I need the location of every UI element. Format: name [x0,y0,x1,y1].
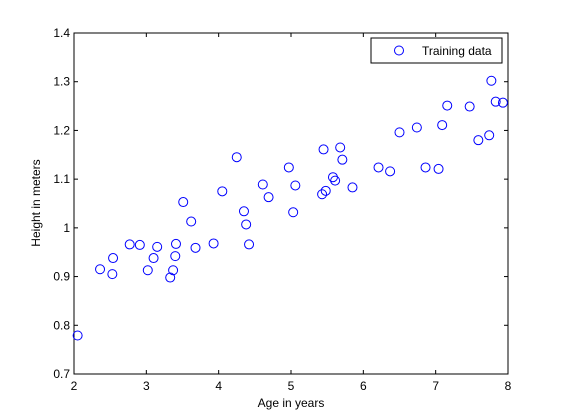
y-tick-label: 1.4 [53,26,70,40]
y-tick-label: 1.2 [53,123,70,137]
data-point [134,239,145,250]
x-tick-label: 4 [215,379,222,393]
data-point [208,238,219,249]
data-point [347,182,358,193]
data-point [337,154,348,165]
x-tick-label: 5 [288,379,295,393]
data-point [107,269,118,280]
data-point [442,100,453,111]
data-point [95,264,106,275]
plot-area [73,32,509,375]
y-tick-label: 0.9 [53,270,70,284]
y-tick-label: 1.1 [53,172,70,186]
data-point [244,239,255,250]
data-point [152,241,163,252]
data-point [385,166,396,177]
data-point [497,97,508,108]
y-tick-label: 0.7 [53,367,70,381]
data-point [190,242,201,253]
data-point [170,251,181,262]
data-point [263,192,274,203]
data-point [320,185,331,196]
data-point [490,96,501,107]
x-tick-label: 6 [360,379,367,393]
x-tick-label: 7 [432,379,439,393]
y-tick-label: 0.8 [53,318,70,332]
data-point [290,180,301,191]
y-tick-label: 1.3 [53,75,70,89]
data-point [283,162,294,173]
data-points [72,75,508,341]
data-point [217,186,228,197]
x-tick-label: 3 [143,379,150,393]
data-point [168,265,179,276]
data-point [411,122,422,133]
data-point [317,189,328,200]
data-point [437,120,448,131]
data-point [486,75,497,86]
data-point [433,163,444,174]
data-point [231,152,242,163]
data-point [170,238,181,249]
data-point [142,265,153,276]
legend-label: Training data [422,44,492,58]
data-point [420,162,431,173]
data-point [394,127,405,138]
data-point [484,130,495,141]
data-point [464,101,475,112]
data-point [473,135,484,146]
data-point [238,206,249,217]
y-tick-label: 1 [63,221,70,235]
data-point [108,253,119,264]
data-point [148,253,159,264]
data-point [165,272,176,283]
y-axis-label: Height in meters [29,159,43,246]
data-point [288,207,299,218]
data-point [186,216,197,227]
x-tick-label: 8 [505,379,512,393]
data-point [373,162,384,173]
data-point [72,330,83,341]
data-point [330,175,341,186]
legend: Training data [370,37,503,64]
legend-box [370,37,503,64]
legend-marker [394,45,404,56]
data-point [178,197,189,208]
data-point [124,239,135,250]
data-point [318,144,329,155]
data-point [241,219,252,230]
data-point [327,172,338,183]
x-tick-label: 2 [71,379,78,393]
x-axis-label: Age in years [258,396,325,410]
data-point [335,142,346,153]
axis-ticks: 2 3 4 5 6 7 8 0.7 0.8 0.9 1 1.1 1.2 1.3 1.4 [53,26,511,393]
data-point [257,179,268,190]
